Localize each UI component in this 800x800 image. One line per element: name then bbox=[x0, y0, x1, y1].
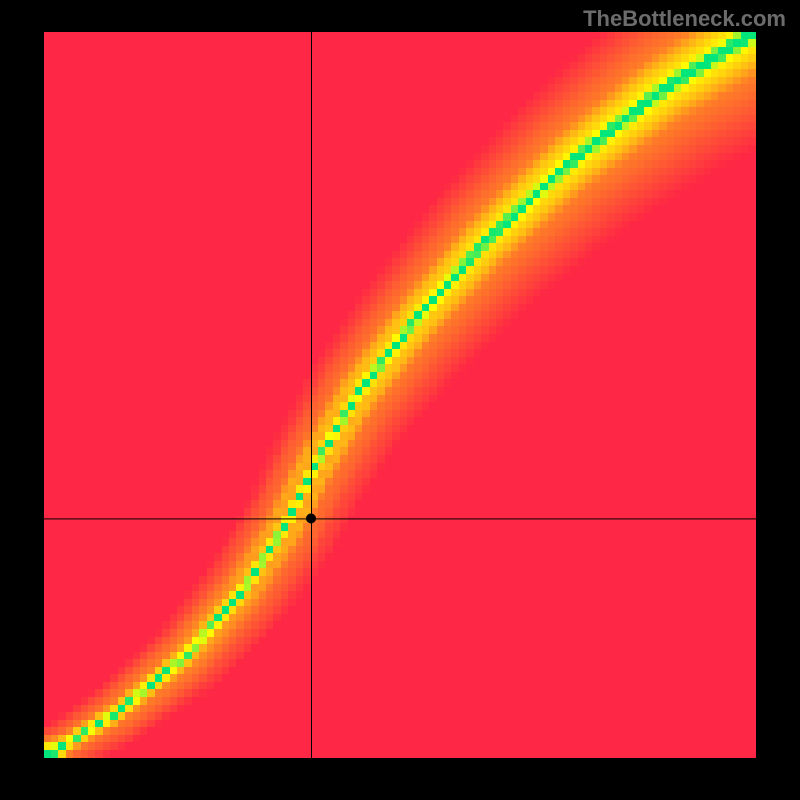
watermark-text: TheBottleneck.com bbox=[583, 6, 786, 32]
bottleneck-heatmap bbox=[44, 32, 756, 758]
chart-frame: TheBottleneck.com bbox=[0, 0, 800, 800]
